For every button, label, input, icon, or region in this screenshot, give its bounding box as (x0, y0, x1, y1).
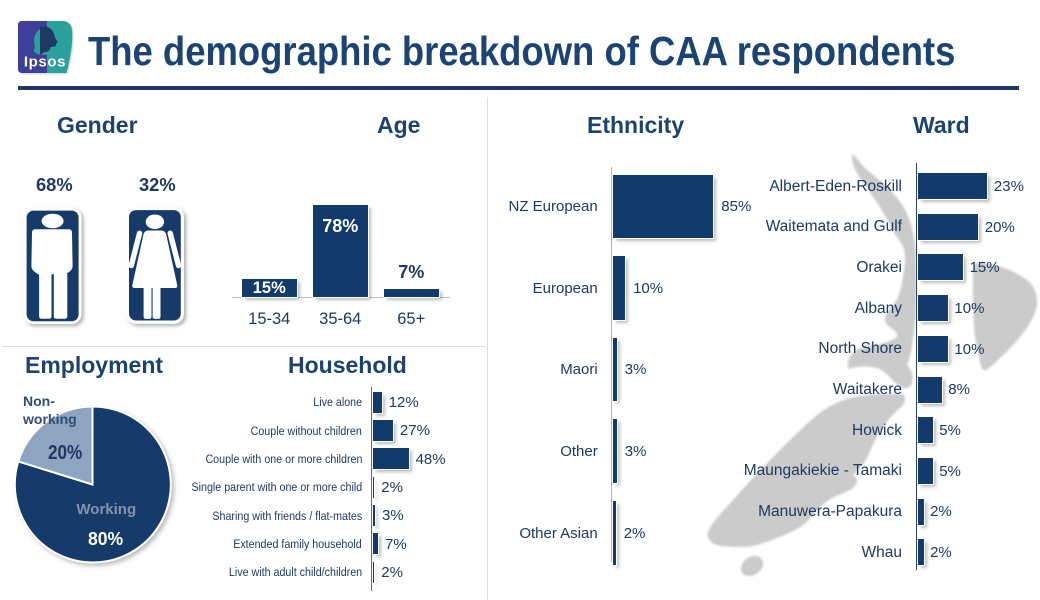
svg-text:Ipsos: Ipsos (24, 54, 66, 71)
